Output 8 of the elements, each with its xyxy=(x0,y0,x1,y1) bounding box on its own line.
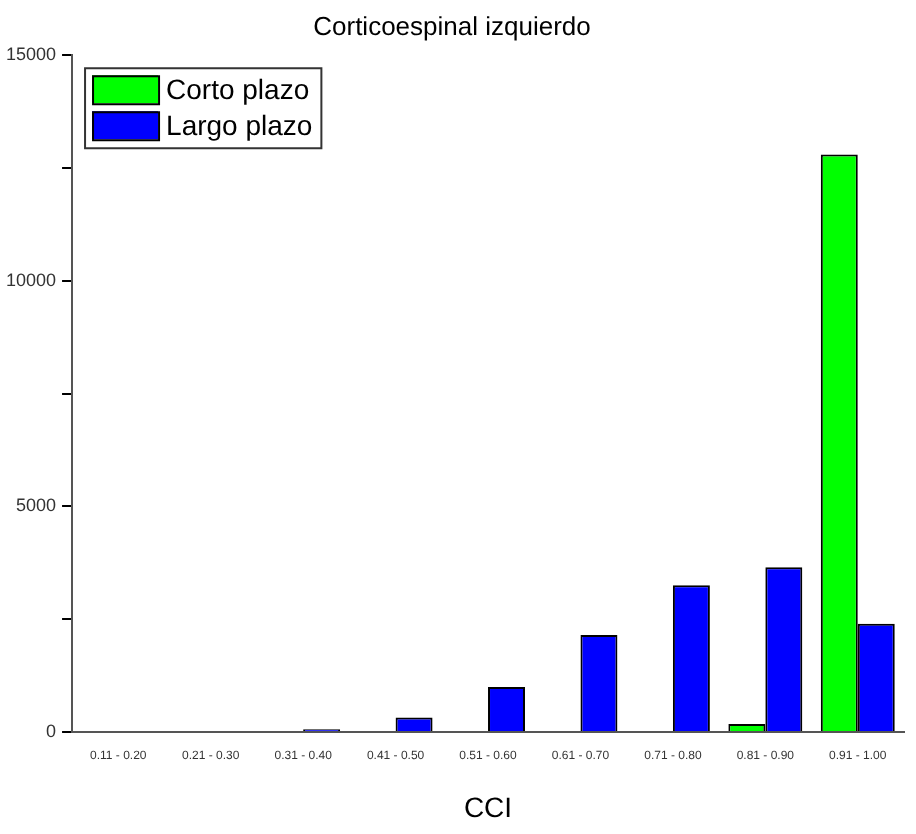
y-tick-label: 10000 xyxy=(5,269,57,290)
y-tick-label: 0 xyxy=(46,720,57,741)
chart-title: Corticoespinal izquierdo xyxy=(313,10,591,41)
legend-label: Corto plazo xyxy=(166,72,310,105)
legend-label: Largo plazo xyxy=(166,108,313,141)
y-tick-label: 5000 xyxy=(15,495,57,516)
x-axis-title: CCI xyxy=(463,790,513,823)
y-tick-label: 15000 xyxy=(5,44,57,65)
